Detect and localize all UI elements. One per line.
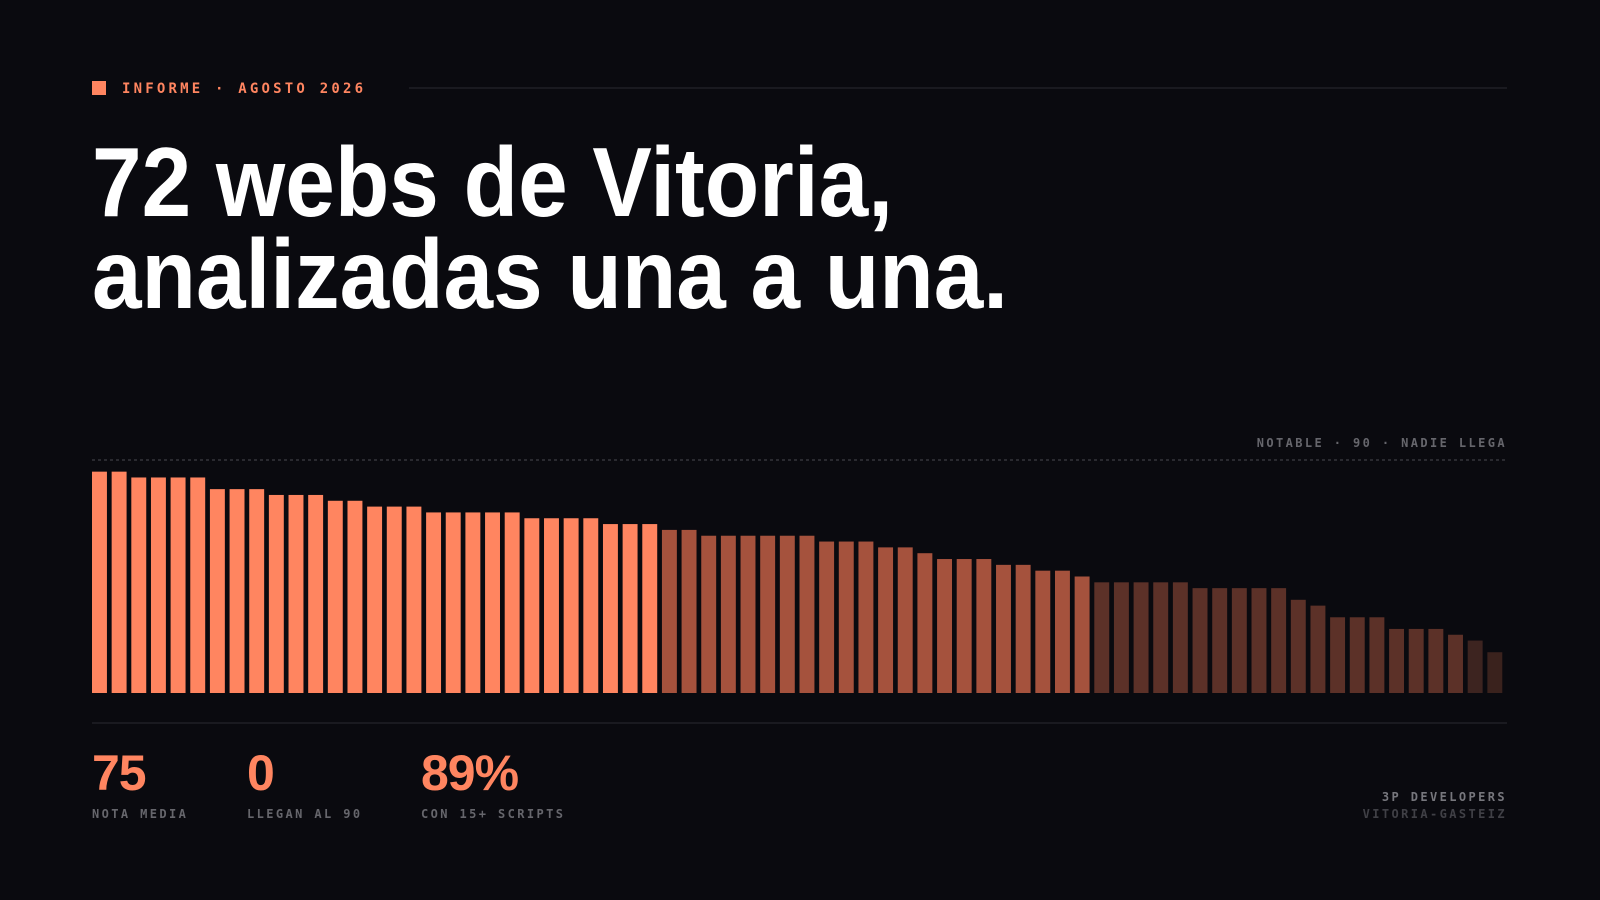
bar xyxy=(150,477,166,693)
bar xyxy=(406,506,422,693)
bar xyxy=(799,535,815,693)
stat-label: LLEGAN AL 90 xyxy=(247,807,363,821)
bar xyxy=(544,518,559,693)
stat-value: 75 xyxy=(92,745,146,801)
bar xyxy=(681,529,697,693)
bar xyxy=(347,500,363,693)
bar xyxy=(1153,582,1169,693)
stat-value: 89% xyxy=(421,745,519,801)
bar xyxy=(1074,576,1090,693)
bar xyxy=(956,559,972,693)
bar xyxy=(190,477,206,693)
stat-value: 0 xyxy=(247,745,274,801)
bar xyxy=(1467,640,1483,693)
bar xyxy=(1271,588,1287,693)
bar xyxy=(1310,605,1326,693)
bar xyxy=(170,477,186,693)
kicker: INFORME · AGOSTO 2026 xyxy=(122,81,366,97)
bar xyxy=(288,494,304,693)
bar xyxy=(1349,617,1365,693)
bar xyxy=(583,518,599,693)
bar xyxy=(701,535,717,693)
bar xyxy=(1133,582,1149,693)
bar xyxy=(1290,599,1306,693)
bar xyxy=(327,500,343,693)
title-line: 72 webs de Vitoria, xyxy=(92,127,893,237)
bar xyxy=(897,547,913,693)
bar xyxy=(917,553,933,693)
bar xyxy=(131,477,147,693)
bar xyxy=(1231,588,1247,693)
bar xyxy=(760,535,776,693)
reference-label: NOTABLE · 90 · NADIE LLEGA xyxy=(1257,436,1507,450)
bar xyxy=(563,518,579,693)
bar xyxy=(386,506,402,693)
bar xyxy=(1094,582,1110,693)
bar xyxy=(1251,588,1267,693)
bar xyxy=(740,535,756,693)
bar xyxy=(838,541,854,693)
bar xyxy=(209,489,225,693)
bar xyxy=(1389,628,1405,693)
bar xyxy=(1369,617,1385,693)
bar xyxy=(485,512,500,693)
bar xyxy=(1015,564,1031,693)
bar xyxy=(622,524,638,693)
bar xyxy=(308,494,324,693)
bar xyxy=(1054,570,1070,693)
bar xyxy=(268,494,284,693)
bar xyxy=(976,559,992,693)
bar xyxy=(229,489,245,693)
bar xyxy=(878,547,894,693)
bar xyxy=(504,512,520,693)
bar xyxy=(1330,617,1346,693)
footer-city: VITORIA-GASTEIZ xyxy=(1363,807,1507,821)
bar xyxy=(1487,652,1503,693)
bar xyxy=(661,529,677,693)
bar xyxy=(445,512,461,693)
bar xyxy=(819,541,835,693)
bar xyxy=(1212,588,1228,693)
bar xyxy=(1428,628,1444,693)
kicker-square xyxy=(92,81,106,95)
bar xyxy=(1448,634,1463,693)
bar xyxy=(937,559,953,693)
bar xyxy=(465,512,481,693)
bar xyxy=(524,518,540,693)
stat-label: NOTA MEDIA xyxy=(92,807,188,821)
bar xyxy=(1192,588,1208,693)
bar xyxy=(858,541,874,693)
title-line: analizadas una a una. xyxy=(92,219,1008,329)
bar xyxy=(111,471,127,693)
bar xyxy=(996,564,1011,693)
footer-company: 3P DEVELOPERS xyxy=(1382,790,1507,804)
bar xyxy=(1035,570,1051,693)
bar xyxy=(1408,628,1424,693)
bar xyxy=(779,535,795,693)
stat-label: CON 15+ SCRIPTS xyxy=(421,807,565,821)
bar xyxy=(602,524,618,693)
bar xyxy=(249,489,265,693)
bar xyxy=(642,524,658,693)
bar xyxy=(367,506,383,693)
bar xyxy=(1172,582,1188,693)
bar xyxy=(1113,582,1129,693)
bar xyxy=(720,535,736,693)
bar xyxy=(426,512,442,693)
bar xyxy=(92,471,107,693)
